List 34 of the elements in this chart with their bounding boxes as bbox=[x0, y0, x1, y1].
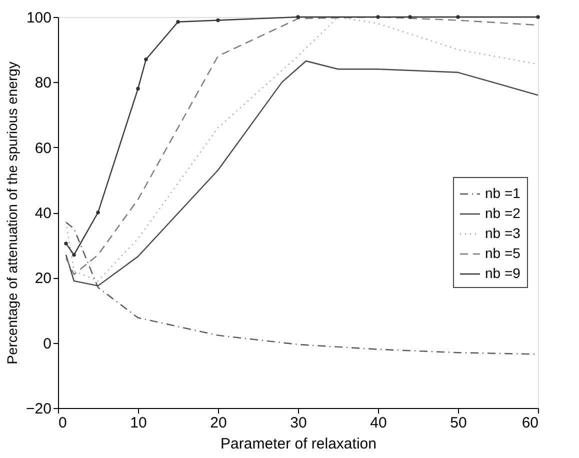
x-tick-label: 10 bbox=[130, 414, 147, 432]
y-tick-label: 100 bbox=[26, 10, 52, 26]
y-tick-label: −20 bbox=[26, 400, 52, 418]
y-tick-label: 80 bbox=[34, 74, 52, 92]
line-series bbox=[65, 60, 539, 286]
point bbox=[72, 252, 76, 257]
point bbox=[96, 210, 100, 214]
y-tick-label: 40 bbox=[34, 205, 52, 222]
point bbox=[408, 15, 412, 19]
point bbox=[296, 15, 300, 19]
y-tick-label: 60 bbox=[34, 140, 52, 157]
point bbox=[144, 57, 148, 62]
point bbox=[176, 20, 180, 24]
point bbox=[64, 242, 68, 246]
y-tick-label: 20 bbox=[34, 270, 52, 288]
point bbox=[376, 15, 380, 19]
legend-label: nb =3 bbox=[485, 225, 521, 241]
x-tick-label: 30 bbox=[290, 414, 307, 432]
y-tick-label: 0 bbox=[43, 335, 52, 352]
point bbox=[456, 15, 460, 19]
legend-label: nb =9 bbox=[485, 265, 521, 281]
legend-label: nb =5 bbox=[485, 245, 521, 261]
x-tick-label: 40 bbox=[370, 414, 387, 432]
x-tick-label: 60 bbox=[522, 414, 538, 432]
point bbox=[136, 86, 140, 91]
x-axis-title: Parameter of relaxation bbox=[220, 436, 376, 452]
legend-label: nb =2 bbox=[485, 205, 521, 221]
legend-label: nb =1 bbox=[485, 185, 521, 201]
point bbox=[536, 15, 540, 19]
y-axis-title: Percentage of attenuation of the spurious energy bbox=[4, 62, 20, 364]
x-tick-label: 0 bbox=[58, 414, 67, 432]
x-tick-label: 20 bbox=[210, 414, 227, 432]
x-tick-label: 50 bbox=[450, 414, 467, 432]
point bbox=[216, 18, 220, 22]
